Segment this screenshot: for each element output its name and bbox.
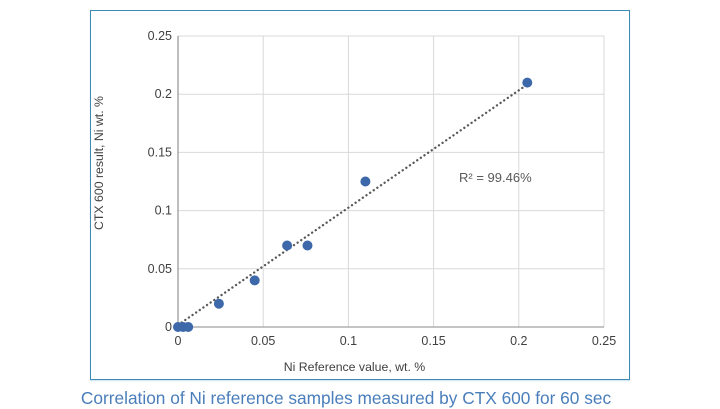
svg-text:0.15: 0.15 bbox=[421, 334, 445, 348]
svg-text:0.2: 0.2 bbox=[155, 87, 172, 101]
svg-text:0.1: 0.1 bbox=[155, 204, 172, 218]
svg-text:0.05: 0.05 bbox=[251, 334, 275, 348]
svg-text:0: 0 bbox=[175, 334, 182, 348]
svg-text:0.2: 0.2 bbox=[510, 334, 527, 348]
svg-text:0.1: 0.1 bbox=[340, 334, 357, 348]
svg-text:0.25: 0.25 bbox=[148, 29, 172, 43]
svg-text:CTX 600 result, Ni wt. %: CTX 600 result, Ni wt. % bbox=[92, 96, 106, 230]
svg-text:0.05: 0.05 bbox=[148, 262, 172, 276]
svg-text:Ni Reference value, wt. %: Ni Reference value, wt. % bbox=[284, 360, 426, 374]
svg-text:R² = 99.46%: R² = 99.46% bbox=[459, 170, 532, 185]
svg-text:0: 0 bbox=[165, 320, 172, 334]
svg-text:0.25: 0.25 bbox=[592, 334, 616, 348]
svg-text:0.15: 0.15 bbox=[148, 145, 172, 159]
